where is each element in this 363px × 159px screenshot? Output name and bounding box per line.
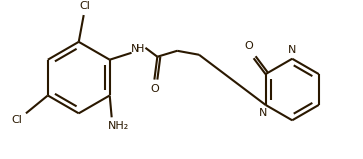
Text: N: N: [260, 108, 268, 118]
Text: NH₂: NH₂: [108, 121, 129, 131]
Text: O: O: [150, 83, 159, 93]
Text: O: O: [244, 41, 253, 51]
Text: N: N: [131, 44, 140, 54]
Text: H: H: [136, 44, 145, 54]
Text: Cl: Cl: [79, 1, 90, 11]
Text: Cl: Cl: [12, 115, 23, 125]
Text: N: N: [288, 45, 296, 55]
